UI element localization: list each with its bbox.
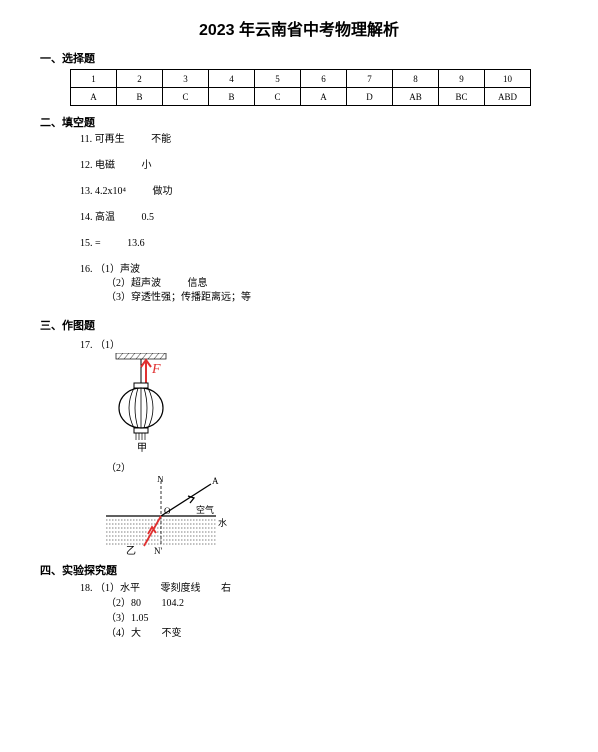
fill-q16: 16. （1）声波 （2）超声波 信息 （3）穿透性强；传播距离远；等: [80, 263, 558, 305]
q-num: 16.: [80, 264, 93, 275]
table-cell: B: [117, 88, 163, 106]
q-answer: 信息: [188, 278, 208, 289]
table-cell: 7: [347, 70, 393, 88]
table-cell: 2: [117, 70, 163, 88]
fill-q12: 12. 电磁 小: [80, 159, 558, 173]
q-answer: （1）声波: [95, 264, 140, 275]
page-title: 2023 年云南省中考物理解析: [40, 16, 558, 40]
q-answer: （2）80: [106, 598, 141, 609]
q18: 18. （1）水平 零刻度线 右 （2）80 104.2 （3）1.05 （4）…: [80, 581, 558, 641]
section-4-head: 四、实验探究题: [40, 562, 558, 578]
q-num: 13.: [80, 186, 93, 197]
refraction-svg: N N' A O 空气 水 乙: [106, 476, 236, 556]
q-answer: （3）穿透性强；传播距离远；等: [106, 292, 251, 303]
table-cell: 3: [163, 70, 209, 88]
q17-part2: （2）: [80, 459, 558, 474]
section-3-head: 三、作图题: [40, 317, 558, 333]
table-cell: A: [71, 88, 117, 106]
label-A: A: [212, 476, 219, 486]
answer-table: 1 2 3 4 5 6 7 8 9 10 A B C B C A D AB BC…: [70, 69, 531, 106]
table-cell: ABD: [485, 88, 531, 106]
q-num: 11.: [80, 134, 92, 145]
q-answer: =: [95, 238, 101, 249]
label-water: 水: [218, 517, 227, 528]
q-answer: 不能: [151, 134, 171, 145]
fill-q11: 11. 可再生 不能: [80, 133, 558, 147]
q-part: （2）: [106, 463, 131, 474]
table-cell: C: [163, 88, 209, 106]
q-num: 15.: [80, 238, 93, 249]
table-cell: 9: [439, 70, 485, 88]
fill-q13: 13. 4.2x10⁴ 做功: [80, 185, 558, 199]
label-O: O: [164, 506, 171, 516]
q-num: 18.: [80, 583, 93, 594]
refraction-diagram: N N' A O 空气 水 乙: [106, 476, 558, 556]
table-cell: 4: [209, 70, 255, 88]
label-air: 空气: [196, 504, 214, 515]
q-num: 14.: [80, 212, 93, 223]
q-answer: 104.2: [162, 598, 185, 609]
q-answer: 4.2x10⁴: [95, 186, 126, 197]
q-part: （1）: [95, 340, 120, 351]
section-2-head: 二、填空题: [40, 114, 558, 130]
table-cell: D: [347, 88, 393, 106]
q-answer: （2）超声波: [106, 278, 161, 289]
q-answer: 做功: [153, 186, 173, 197]
table-cell: 10: [485, 70, 531, 88]
q17-label: 17. （1）: [80, 336, 558, 351]
section-1-head: 一、选择题: [40, 50, 558, 66]
label-N: N: [157, 476, 164, 484]
q-answer: 不变: [162, 628, 182, 639]
fill-q15: 15. = 13.6: [80, 237, 558, 251]
lantern-diagram: F 甲: [106, 353, 558, 453]
q-answer: 0.5: [142, 212, 155, 223]
q-answer: 13.6: [127, 238, 145, 249]
force-label: F: [151, 362, 161, 377]
q-answer: （1）水平: [95, 583, 140, 594]
q-num: 17.: [80, 340, 93, 351]
table-cell: A: [301, 88, 347, 106]
table-cell: 8: [393, 70, 439, 88]
q-answer: 可再生: [95, 134, 125, 145]
q-answer: （3）1.05: [106, 613, 149, 624]
label-Nprime: N': [154, 546, 162, 556]
q-answer: 高温: [95, 212, 115, 223]
q-num: 12.: [80, 160, 93, 171]
table-row: A B C B C A D AB BC ABD: [71, 88, 531, 106]
table-cell: C: [255, 88, 301, 106]
table-cell: AB: [393, 88, 439, 106]
lantern-caption: 甲: [137, 443, 147, 453]
table-cell: BC: [439, 88, 485, 106]
lantern-svg: F 甲: [106, 353, 196, 453]
q-answer: 右: [221, 583, 231, 594]
table-cell: B: [209, 88, 255, 106]
refraction-caption: 乙: [126, 545, 136, 556]
q-answer: 零刻度线: [161, 583, 201, 594]
table-row: 1 2 3 4 5 6 7 8 9 10: [71, 70, 531, 88]
fill-q14: 14. 高温 0.5: [80, 211, 558, 225]
q-answer: （4）大: [106, 628, 141, 639]
q-answer: 电磁: [95, 160, 115, 171]
q-answer: 小: [142, 160, 152, 171]
table-cell: 1: [71, 70, 117, 88]
table-cell: 5: [255, 70, 301, 88]
table-cell: 6: [301, 70, 347, 88]
